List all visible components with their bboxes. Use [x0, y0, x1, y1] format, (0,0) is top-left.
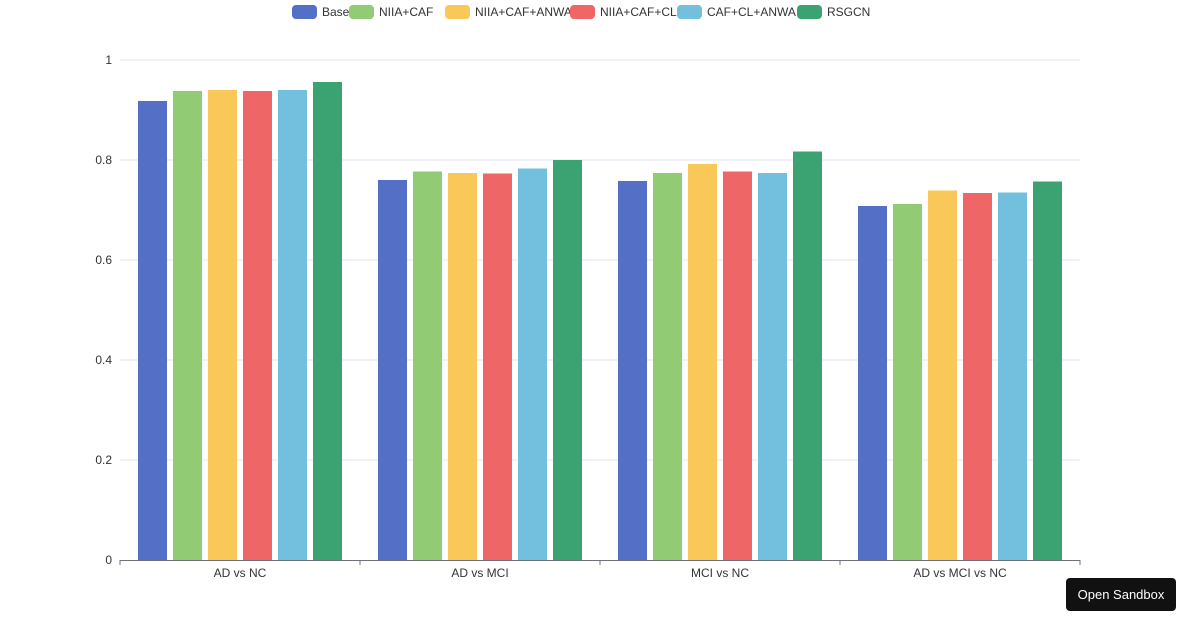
y-tick-label: 1	[105, 53, 112, 67]
bar[interactable]	[653, 173, 682, 560]
bar[interactable]	[1033, 181, 1062, 561]
legend-swatch[interactable]	[292, 5, 317, 19]
legend-label[interactable]: NIIA+CAF	[379, 5, 433, 19]
legend-label[interactable]: Base	[322, 5, 350, 19]
bar[interactable]	[483, 173, 512, 561]
x-category-label: AD vs MCI vs NC	[913, 566, 1007, 580]
legend-label[interactable]: CAF+CL+ANWA	[707, 5, 796, 19]
legend-swatch[interactable]	[445, 5, 470, 19]
bar[interactable]	[448, 173, 477, 560]
legend-swatch[interactable]	[570, 5, 595, 19]
bar[interactable]	[618, 181, 647, 560]
legend-swatch[interactable]	[677, 5, 702, 19]
bar[interactable]	[893, 204, 922, 560]
y-tick-label: 0.4	[95, 353, 112, 367]
legend-label[interactable]: NIIA+CAF+CL	[600, 5, 677, 19]
legend-swatch[interactable]	[349, 5, 374, 19]
x-category-label: AD vs MCI	[451, 566, 508, 580]
legend-label[interactable]: RSGCN	[827, 5, 870, 19]
bar[interactable]	[793, 151, 822, 561]
y-axis: 0 0.2 0.4 0.6 0.8 1	[95, 53, 112, 567]
x-category-label: MCI vs NC	[691, 566, 749, 580]
bars-group	[138, 82, 1062, 560]
legend-swatch[interactable]	[797, 5, 822, 19]
bar[interactable]	[518, 168, 547, 561]
x-category-label: AD vs NC	[214, 566, 267, 580]
bar[interactable]	[208, 90, 237, 560]
x-axis: AD vs NC AD vs MCI MCI vs NC AD vs MCI vs N…	[119, 560, 1081, 580]
open-sandbox-button[interactable]: Open Sandbox	[1066, 578, 1176, 611]
bar[interactable]	[998, 192, 1027, 561]
bar[interactable]	[278, 90, 307, 560]
y-tick-label: 0	[105, 553, 112, 567]
bar[interactable]	[413, 171, 442, 561]
bar[interactable]	[243, 91, 272, 560]
bar[interactable]	[688, 164, 717, 560]
bar[interactable]	[858, 206, 887, 560]
legend-label[interactable]: NIIA+CAF+ANWA	[475, 5, 572, 19]
bar[interactable]	[928, 190, 957, 561]
bar[interactable]	[553, 160, 582, 560]
y-tick-label: 0.8	[95, 153, 112, 167]
bar[interactable]	[723, 171, 752, 561]
y-tick-label: 0.2	[95, 453, 112, 467]
bar[interactable]	[963, 193, 992, 560]
bar[interactable]	[313, 82, 342, 560]
chart-legend: Base NIIA+CAF NIIA+CAF+ANWA NIIA+CAF+CL CAF+…	[292, 5, 870, 19]
bar[interactable]	[378, 180, 407, 560]
bar[interactable]	[138, 101, 167, 560]
y-tick-label: 0.6	[95, 253, 112, 267]
bar[interactable]	[173, 91, 202, 560]
bar[interactable]	[758, 173, 787, 560]
